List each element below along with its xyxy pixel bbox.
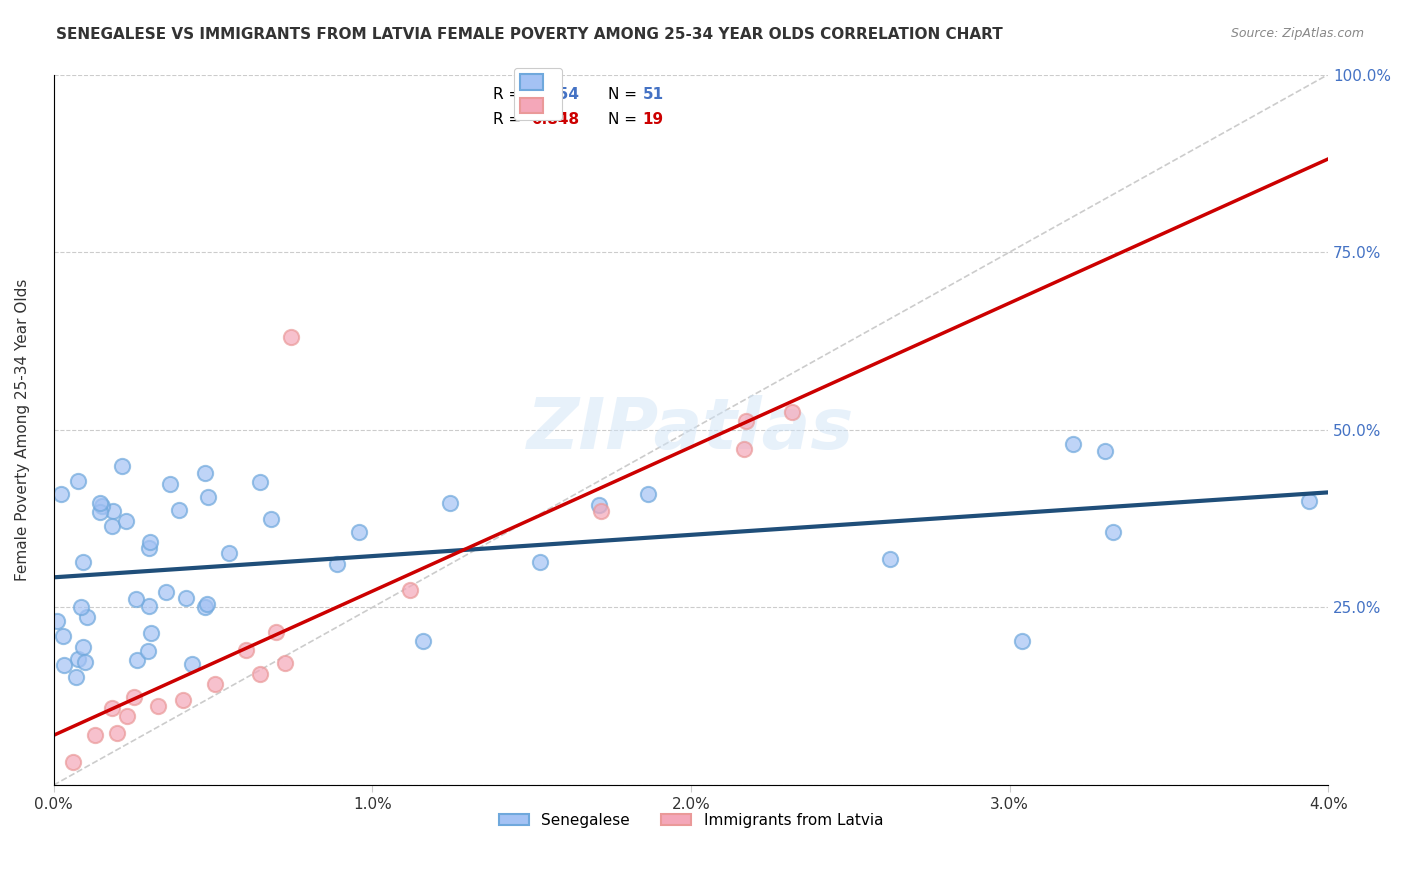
Point	[103, 504, 125, 518]
Point	[148, 698, 170, 713]
Point	[89, 505, 111, 519]
Text: 19: 19	[643, 112, 664, 128]
Point	[264, 624, 287, 639]
Text: Source: ZipAtlas.com: Source: ZipAtlas.com	[1230, 27, 1364, 40]
Point	[260, 512, 283, 526]
Point	[529, 555, 551, 569]
Point	[72, 555, 94, 569]
Point	[115, 514, 138, 528]
Point	[76, 610, 98, 624]
Point	[53, 657, 76, 672]
Point	[280, 330, 302, 344]
Y-axis label: Female Poverty Among 25-34 Year Olds: Female Poverty Among 25-34 Year Olds	[15, 278, 30, 581]
Point	[197, 597, 219, 611]
Point	[174, 591, 197, 605]
Point	[235, 643, 257, 657]
Point	[69, 600, 91, 615]
Point	[101, 519, 124, 533]
Point	[67, 652, 90, 666]
Text: N =: N =	[607, 87, 643, 103]
Point	[159, 476, 181, 491]
Point	[1094, 444, 1116, 458]
Point	[45, 614, 67, 628]
Point	[218, 546, 240, 560]
Point	[124, 592, 146, 607]
Text: SENEGALESE VS IMMIGRANTS FROM LATVIA FEMALE POVERTY AMONG 25-34 YEAR OLDS CORREL: SENEGALESE VS IMMIGRANTS FROM LATVIA FEM…	[56, 27, 1002, 42]
Text: 0.848: 0.848	[531, 112, 579, 128]
Point	[72, 640, 94, 655]
Point	[111, 458, 134, 473]
Point	[589, 504, 612, 518]
Point	[49, 487, 72, 501]
Text: 51: 51	[643, 87, 664, 103]
Point	[1011, 633, 1033, 648]
Point	[172, 692, 194, 706]
Point	[1102, 524, 1125, 539]
Point	[101, 701, 124, 715]
Text: N =: N =	[607, 112, 643, 128]
Point	[398, 582, 420, 597]
Text: R =: R =	[494, 87, 526, 103]
Point	[194, 466, 217, 480]
Point	[91, 499, 114, 513]
Point	[89, 496, 111, 510]
Point	[274, 656, 297, 670]
Point	[1062, 437, 1084, 451]
Point	[325, 557, 347, 571]
Point	[879, 552, 901, 566]
Point	[1298, 493, 1320, 508]
Point	[197, 490, 219, 504]
Point	[62, 755, 84, 769]
Point	[204, 677, 226, 691]
Point	[180, 657, 202, 672]
Point	[347, 525, 370, 540]
Point	[588, 498, 610, 512]
Point	[155, 585, 177, 599]
Point	[167, 503, 190, 517]
Point	[735, 414, 758, 428]
Point	[83, 728, 105, 742]
Point	[139, 535, 162, 549]
Point	[105, 726, 128, 740]
Point	[117, 709, 139, 723]
Point	[249, 666, 271, 681]
Point	[733, 442, 755, 457]
Point	[412, 633, 434, 648]
Point	[139, 626, 162, 640]
Text: ZIPatlas: ZIPatlas	[527, 395, 855, 465]
Point	[67, 474, 90, 488]
Point	[65, 670, 87, 684]
Point	[138, 541, 160, 555]
Point	[75, 655, 97, 669]
Point	[52, 629, 75, 643]
Point	[136, 643, 159, 657]
Point	[249, 475, 271, 490]
Text: 0.154: 0.154	[531, 87, 579, 103]
Point	[138, 599, 160, 613]
Point	[637, 487, 659, 501]
Point	[194, 600, 217, 615]
Point	[439, 496, 461, 510]
Text: R =: R =	[494, 112, 526, 128]
Point	[780, 404, 803, 418]
Point	[127, 653, 149, 667]
Point	[122, 690, 145, 704]
Legend: Senegalese, Immigrants from Latvia: Senegalese, Immigrants from Latvia	[492, 807, 889, 834]
